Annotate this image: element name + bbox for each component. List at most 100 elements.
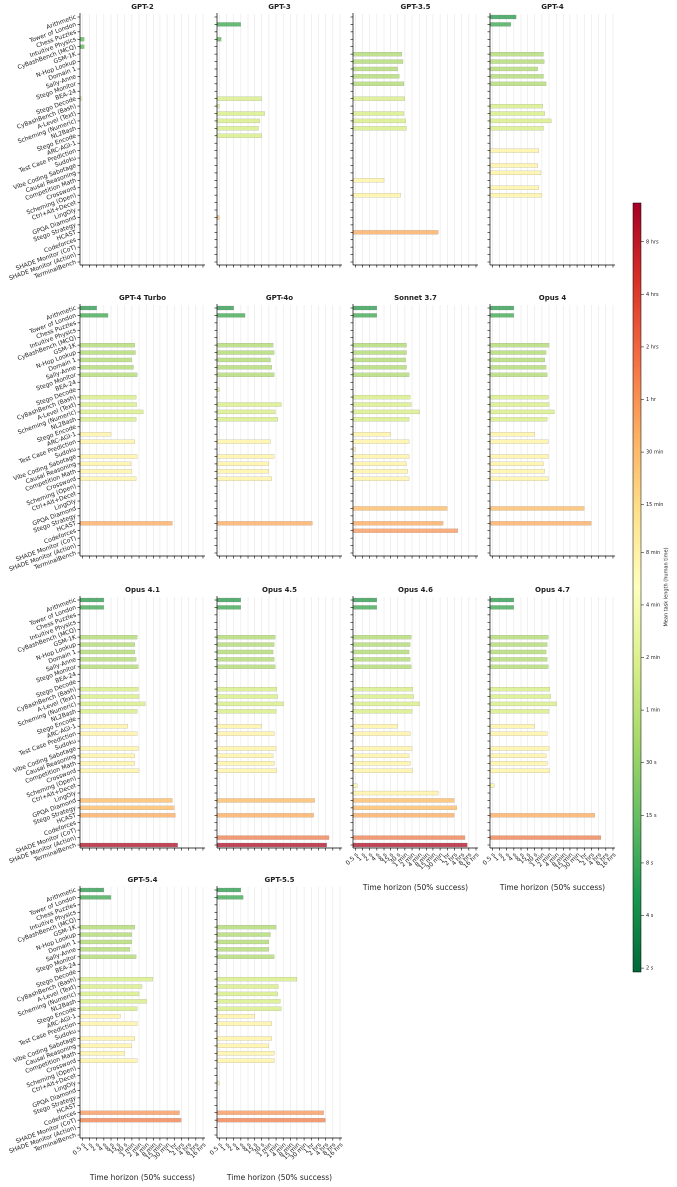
bar [216,813,314,818]
bar [79,761,135,766]
bar [352,409,420,415]
bar [489,305,514,311]
bar [79,1110,180,1115]
bar [352,394,411,400]
bar [352,439,410,444]
bar [216,925,277,930]
colorbar-tick-label: 4 min [646,602,660,608]
bar [79,746,139,751]
bar [79,753,135,759]
bar [79,432,112,437]
x-tick-label: 2 s [363,852,374,863]
bar [489,193,542,198]
bar [216,1036,272,1041]
colorbar-tick-label: 15 s [646,813,657,819]
bar [216,895,244,900]
x-tick-label: 2 s [90,1142,101,1153]
bar [489,753,547,759]
bar [79,409,144,415]
bar [352,74,400,79]
bar [352,469,408,474]
bar [216,417,278,422]
bar [489,476,549,481]
panel-title: GPT-4o [266,294,293,302]
bar [216,402,282,407]
bar [216,350,275,355]
bar [352,126,407,131]
bar [216,1110,324,1115]
bar [216,1118,326,1123]
bar [79,357,132,363]
bar [79,454,138,459]
colorbar-tick-label: 30 s [646,760,657,766]
bar [352,798,455,803]
bar [79,469,132,474]
bar [352,701,420,707]
bar [79,984,143,989]
bar [489,731,548,736]
x-axis-label: Time horizon (50% success) [89,1173,195,1182]
colorbar-label: Mean task length (human time) [664,547,670,626]
bar [216,798,315,803]
bar [352,230,439,235]
colorbar-tick-label: 30 min [646,450,663,456]
bar [79,365,134,370]
bar [352,521,444,526]
bar [352,746,413,751]
panel-title: Opus 4.7 [535,586,570,594]
bar [216,999,281,1004]
bar [489,746,550,751]
bar [352,724,398,729]
bar [79,521,173,526]
bar [79,709,138,714]
bar [352,461,407,467]
bar [489,686,550,692]
x-tick-label: 8 s [514,852,525,863]
bar [352,432,391,437]
bar [352,709,413,714]
colorbar-tick-label: 1 hr [646,397,657,403]
bar [216,664,276,669]
bar [489,52,544,57]
x-tick-label: 8 s [241,1142,252,1153]
bar [216,753,274,759]
bar [216,605,241,610]
bar [216,701,284,707]
bar [216,597,241,603]
bar [352,454,410,459]
bar [489,118,552,124]
bar [79,805,175,810]
colorbar-tick-label: 4 s [646,913,654,919]
bar [216,357,271,363]
bar [352,790,439,796]
bar [489,372,548,377]
colorbar-tick-label: 8 hrs [646,239,659,245]
bar [79,664,139,669]
bar [79,635,138,640]
bar [79,1036,135,1041]
bar [489,768,550,773]
colorbar-tick-label: 4 hrs [646,292,659,298]
bar [489,365,547,370]
bar [79,1051,125,1056]
bar [79,402,137,407]
bar [489,701,557,707]
bar [79,1118,182,1123]
bar [489,185,540,190]
colorbar-tick-label: 1 min [646,708,660,714]
bar [489,22,511,27]
bar [489,313,514,318]
x-tick-label: 2 s [500,852,511,863]
bar [352,597,377,603]
bar [489,709,550,714]
bar [352,657,411,662]
bar [79,724,128,729]
bar [489,409,555,415]
bar [216,126,259,131]
bar [216,724,262,729]
bar [489,597,514,603]
bar [489,103,543,109]
bar [489,642,548,647]
bar [79,895,112,900]
bar [216,842,327,848]
